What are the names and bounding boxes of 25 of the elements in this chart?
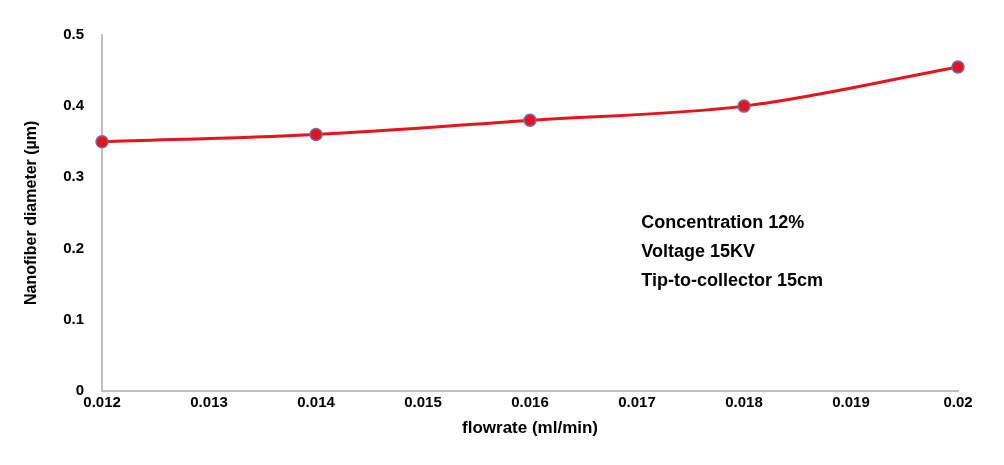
x-tick-label: 0.018 — [725, 392, 763, 410]
y-axis-title: Nanofiber diameter (µm) — [22, 120, 40, 305]
x-tick-label: 0.017 — [618, 392, 656, 410]
x-tick-label: 0.013 — [190, 392, 228, 410]
x-tick-label: 0.014 — [297, 392, 336, 410]
annotation: Voltage 15KV — [641, 241, 756, 262]
x-tick-label: 0.016 — [511, 392, 549, 410]
y-tick-label: 0.3 — [63, 167, 85, 185]
point — [737, 99, 751, 113]
point — [95, 134, 109, 149]
y-tick-label: 0.2 — [63, 238, 85, 256]
point — [951, 60, 965, 74]
y-tick-label: 0.4 — [63, 96, 85, 114]
y-tick-label: 0.5 — [63, 25, 85, 43]
point — [309, 127, 323, 142]
x-tick-label: 0.019 — [832, 392, 870, 410]
y-tick-label: 0.1 — [63, 309, 85, 327]
annotation: Tip-to-collector 15cm — [641, 270, 824, 291]
x-tick-label: 0.015 — [404, 392, 442, 410]
y-tick-label: 0 — [75, 380, 85, 398]
point — [523, 113, 537, 128]
annotation: Concentration 12% — [641, 212, 805, 233]
x-tick-label: 0.012 — [83, 392, 121, 410]
x-axis-title: flowrate (ml/min) — [462, 418, 599, 438]
x-tick-label: 0.02 — [943, 392, 973, 410]
